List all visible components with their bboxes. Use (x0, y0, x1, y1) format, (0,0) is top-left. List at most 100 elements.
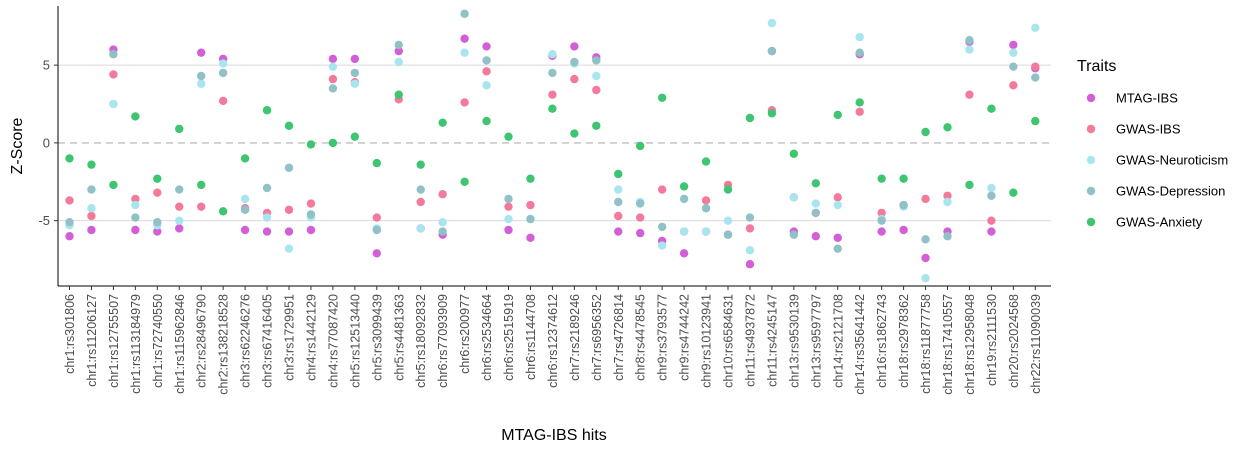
data-point (965, 36, 974, 45)
data-point (218, 96, 228, 106)
data-point (460, 177, 469, 186)
data-point (789, 149, 799, 158)
data-point (1031, 23, 1040, 32)
data-point (767, 109, 777, 118)
legend-swatch (1086, 155, 1096, 165)
data-point (240, 205, 250, 214)
data-point (943, 191, 952, 200)
data-point (877, 216, 886, 225)
legend-swatch (1086, 124, 1096, 134)
data-point (899, 200, 908, 210)
data-point (833, 200, 842, 210)
data-point (416, 224, 425, 233)
data-point (592, 121, 601, 130)
data-point (570, 129, 579, 138)
data-point (372, 158, 381, 168)
data-point (240, 194, 250, 204)
x-tick-label: chr2:rs28496790 (195, 294, 209, 388)
data-point (438, 227, 447, 236)
data-point (965, 180, 974, 190)
x-tick-label: chr19:rs2111530 (985, 294, 999, 386)
data-point (657, 222, 667, 232)
x-tick-label: chr5:rs12513440 (348, 294, 362, 388)
data-point (460, 48, 469, 57)
data-point (65, 218, 74, 227)
data-point (306, 225, 316, 235)
legend-title: Traits (1077, 58, 1116, 75)
x-tick-label: chr11:rs4937872 (743, 294, 757, 387)
data-point (284, 227, 294, 236)
x-ticks: chr1:rs301806 chr1:rs11206127 chr1:rs12755… (63, 286, 1043, 395)
data-point (131, 200, 140, 210)
data-point (1009, 48, 1018, 57)
data-point (416, 185, 425, 194)
data-point (197, 180, 206, 190)
x-tick-label: chr1:rs12755507 (107, 294, 121, 388)
series-gwas-ibs (65, 62, 1040, 236)
data-point (767, 18, 777, 28)
data-point (987, 191, 996, 200)
data-point (87, 204, 96, 213)
data-point (109, 70, 118, 79)
data-point (548, 50, 557, 59)
data-point (240, 154, 250, 163)
data-point (679, 194, 689, 204)
data-point (657, 241, 667, 250)
x-tick-label: chr1:rs11206127 (85, 294, 99, 387)
data-point (987, 227, 996, 236)
x-tick-label: chr10:rs6584631 (722, 294, 736, 388)
data-point (482, 81, 491, 90)
data-point (570, 42, 579, 51)
x-tick-label: chr13:rs9530139 (787, 294, 801, 388)
data-point (833, 110, 842, 120)
x-tick-label: chr18:rs17410557 (941, 294, 955, 395)
data-point (153, 174, 162, 183)
data-point (65, 196, 74, 205)
data-point (504, 225, 513, 235)
data-point (811, 208, 820, 218)
data-point (877, 208, 886, 218)
data-point (350, 68, 360, 78)
data-point (1009, 81, 1018, 90)
x-tick-label: chr7:rs6956352 (590, 294, 604, 381)
x-tick-label: chr9:rs3793577 (656, 294, 670, 381)
axes (57, 6, 1051, 287)
data-point (614, 169, 623, 179)
data-point (1009, 40, 1018, 50)
data-point (372, 249, 381, 258)
data-point (657, 185, 667, 194)
x-tick-label: chr9:rs4744242 (678, 294, 692, 381)
data-point (965, 45, 974, 54)
x-tick-label: chr1:rs115962846 (173, 294, 187, 394)
data-point (921, 274, 930, 283)
data-point (636, 141, 645, 151)
grid-lines (58, 64, 1051, 222)
data-point (811, 232, 820, 241)
x-tick-label: chr14:rs35641442 (853, 294, 867, 395)
data-point (855, 32, 864, 42)
data-point (482, 116, 491, 126)
data-point (197, 71, 206, 81)
x-tick-label: chr4:rs77087420 (326, 294, 340, 388)
data-point (636, 213, 645, 222)
data-point (284, 163, 294, 172)
x-tick-label: chr6:rs77093909 (436, 294, 450, 388)
data-point (701, 157, 711, 166)
data-point (306, 140, 316, 149)
legend-label: GWAS-Depression (1116, 184, 1225, 199)
data-point (811, 179, 820, 188)
legend-label: GWAS-Anxiety (1116, 215, 1203, 230)
data-point (328, 74, 338, 84)
x-tick-label: chr6:rs2515919 (502, 294, 516, 381)
data-point (811, 199, 820, 208)
data-point (745, 260, 755, 269)
data-point (767, 46, 777, 56)
x-tick-label: chr18:rs12958048 (963, 294, 977, 395)
data-point (723, 230, 733, 239)
data-point (987, 216, 996, 225)
data-point (745, 246, 755, 255)
data-point (701, 204, 711, 213)
data-point (262, 106, 272, 115)
x-tick-label: chr5:rs3099439 (370, 294, 384, 381)
x-tick-label: chr18:rs2978362 (897, 294, 911, 388)
